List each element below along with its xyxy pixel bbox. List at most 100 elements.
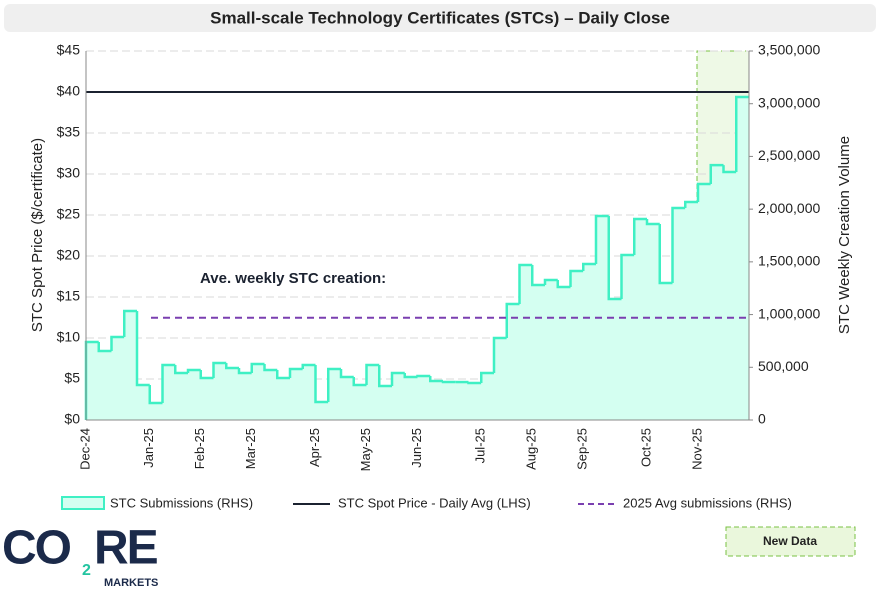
area-step — [545, 279, 559, 420]
area-step — [404, 376, 418, 420]
y-tick-label: $45 — [57, 42, 81, 58]
step-line — [607, 215, 622, 301]
step-line — [186, 368, 201, 373]
y2-tick-label: 1,000,000 — [758, 305, 820, 321]
step-line — [174, 364, 188, 375]
step-line — [556, 279, 571, 289]
area-step — [596, 215, 610, 420]
area-step — [506, 304, 520, 420]
y-tick-label: $0 — [64, 411, 80, 427]
step-line — [429, 376, 443, 383]
y2-tick-label: 2,500,000 — [758, 147, 820, 163]
area-step — [392, 372, 406, 420]
step-line — [441, 380, 456, 384]
area-step — [239, 372, 253, 420]
step-line — [518, 263, 533, 305]
step-line — [416, 374, 431, 378]
area-step — [111, 337, 125, 420]
step-line — [123, 309, 137, 338]
x-tick-label: Jun-25 — [409, 428, 424, 468]
step-line — [110, 335, 125, 351]
step-line — [633, 217, 647, 256]
step-line — [467, 381, 482, 385]
area-step — [98, 350, 112, 420]
x-tick-label: Sep-25 — [575, 428, 590, 470]
y2-tick-label: 0 — [758, 411, 766, 427]
step-line — [658, 224, 673, 285]
area-step — [736, 96, 750, 420]
x-tick-label: Dec-24 — [77, 428, 92, 470]
step-line — [543, 278, 558, 286]
legend-label: STC Submissions (RHS) — [110, 495, 253, 510]
legend-swatch — [61, 496, 105, 510]
step-line — [288, 367, 303, 379]
step-line — [709, 163, 724, 185]
step-line — [531, 265, 545, 287]
area-step — [621, 255, 635, 420]
area-step — [455, 382, 469, 420]
step-line — [263, 364, 278, 372]
y2-axis-label: STC Weekly Creation Volume — [836, 136, 853, 334]
area-step — [341, 376, 355, 420]
area-step — [519, 265, 533, 420]
step-line — [722, 165, 737, 174]
area-step — [417, 376, 431, 420]
chart-title: Small-scale Technology Certificates (STC… — [210, 8, 670, 27]
area-step — [188, 370, 202, 420]
y2-tick-label: 3,500,000 — [758, 42, 820, 58]
y-tick-label: $20 — [57, 247, 81, 263]
logo-sub: 2 — [82, 562, 91, 579]
area-step — [366, 364, 380, 420]
step-line — [250, 362, 265, 373]
area-step — [647, 224, 661, 420]
step-line — [696, 182, 711, 202]
x-tick-label: Apr-25 — [307, 428, 322, 467]
step-line — [645, 219, 660, 226]
y2-tick-label: 2,000,000 — [758, 200, 820, 216]
area-step — [175, 372, 189, 420]
y-tick-label: $5 — [64, 370, 80, 386]
area-step — [264, 370, 278, 420]
y2-tick-label: 500,000 — [758, 358, 809, 374]
area-step — [149, 403, 163, 420]
step-line — [327, 367, 341, 402]
logo: CO 2 RE MARKETS — [2, 522, 160, 589]
area-step — [583, 263, 597, 420]
step-line — [582, 262, 596, 272]
step-line — [671, 206, 686, 284]
y2-tick-label: 1,500,000 — [758, 253, 820, 269]
annotation: Ave. weekly STC creation: — [200, 270, 386, 287]
area-step — [200, 378, 214, 420]
step-line — [403, 372, 418, 379]
x-tick-label: Jan-25 — [141, 428, 156, 468]
step-line — [620, 253, 635, 299]
x-tick-label: May-25 — [358, 428, 373, 471]
step-line — [684, 200, 698, 208]
y-axis-label: STC Spot Price ($/certificate) — [29, 138, 46, 332]
area-step — [723, 172, 737, 420]
step-line — [735, 95, 749, 173]
area-step — [443, 382, 457, 420]
plot: $0 $5 $10 $15 $20 $25 $30 $35 $40 $45 0 500,000 1,00… — [57, 42, 821, 472]
legend-label: 2025 Avg submissions (RHS) — [623, 495, 792, 510]
step-line — [135, 310, 150, 387]
area-step — [608, 298, 622, 420]
step-line — [301, 363, 316, 369]
area-step — [302, 364, 316, 420]
x-tick-label: Feb-25 — [192, 428, 207, 469]
area-step — [494, 337, 508, 420]
step-line — [161, 363, 176, 404]
step-line — [352, 376, 367, 387]
y-tick-label: $30 — [57, 165, 81, 181]
step-line — [276, 370, 290, 380]
area-step — [659, 283, 673, 420]
title-bar — [4, 4, 876, 32]
x-tick-label: Aug-25 — [524, 428, 539, 470]
area-step — [226, 368, 240, 420]
area-step — [315, 401, 329, 420]
legend-label: STC Spot Price - Daily Avg (LHS) — [338, 495, 531, 510]
y-tick-label: $25 — [57, 206, 81, 222]
step-line — [339, 368, 354, 379]
area-step — [137, 384, 151, 420]
